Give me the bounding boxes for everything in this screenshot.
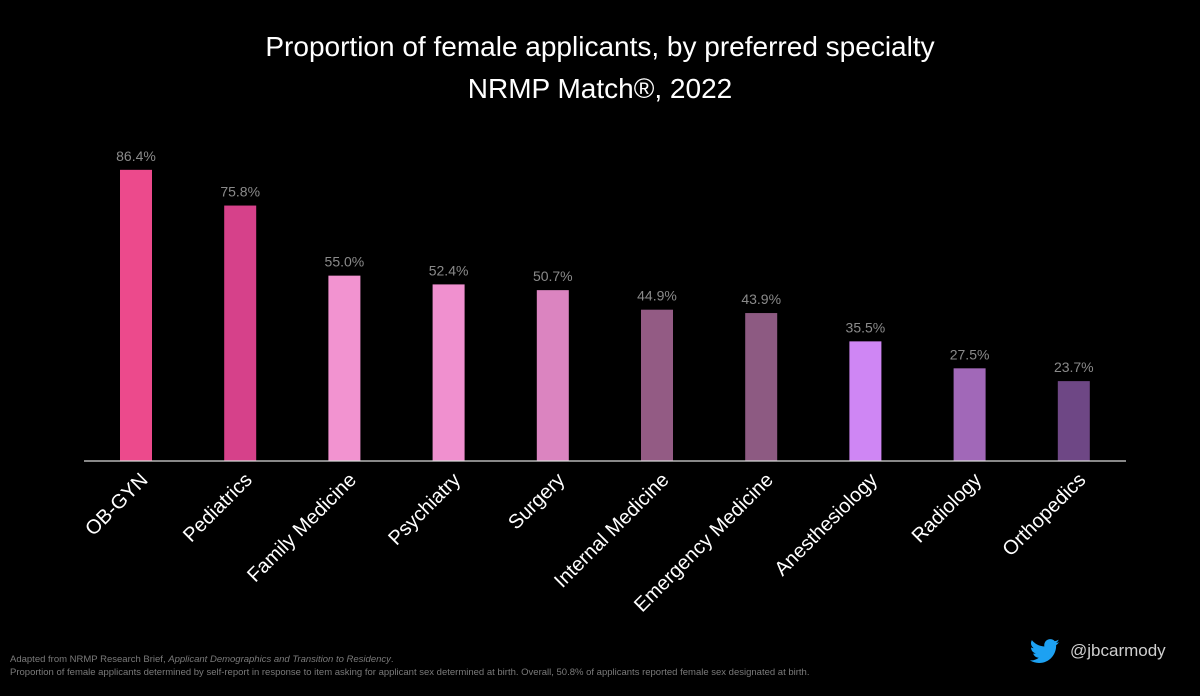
value-labels-group: 86.4% 75.8% 55.0% 52.4% 50.7% 44.9% 43.9% 35.5%… bbox=[116, 148, 1094, 375]
value-label: 52.4% bbox=[429, 262, 469, 278]
x-tick-label: Orthopedics bbox=[999, 469, 1091, 561]
value-label: 50.7% bbox=[533, 268, 573, 284]
bar-psychiatry bbox=[432, 284, 465, 461]
methodology-footnote: Proportion of female applicants determin… bbox=[10, 667, 810, 678]
x-tick-label: Radiology bbox=[908, 469, 986, 547]
value-label: 43.9% bbox=[741, 291, 781, 307]
x-tick-label: Family Medicine bbox=[243, 469, 361, 587]
twitter-attribution: @jbcarmody bbox=[1030, 636, 1166, 666]
x-tick-label: Anesthesiology bbox=[770, 469, 881, 580]
x-tick-label: Internal Medicine bbox=[550, 469, 673, 592]
bars-group bbox=[120, 169, 1090, 461]
value-label: 35.5% bbox=[846, 319, 886, 335]
x-tick-label: OB-GYN bbox=[81, 469, 152, 540]
value-label: 75.8% bbox=[220, 184, 260, 200]
bar-pediatrics bbox=[224, 205, 257, 461]
bar-family-medicine bbox=[328, 275, 361, 461]
bar-radiology bbox=[953, 368, 986, 461]
bar-emergency-medicine bbox=[745, 313, 778, 461]
chart-subtitle: NRMP Match®, 2022 bbox=[468, 73, 732, 104]
bar-internal-medicine bbox=[641, 309, 673, 461]
source-footnote: Adapted from NRMP Research Brief, Applic… bbox=[10, 654, 394, 665]
bar-surgery bbox=[536, 290, 569, 461]
twitter-bird-shape bbox=[1030, 638, 1060, 663]
x-tick-label: Pediatrics bbox=[179, 469, 257, 547]
twitter-bird-icon bbox=[1030, 638, 1060, 663]
x-tick-label: Surgery bbox=[504, 469, 569, 534]
value-label: 44.9% bbox=[637, 288, 677, 304]
chart-title: Proportion of female applicants, by pref… bbox=[265, 31, 934, 62]
x-tick-label: Psychiatry bbox=[384, 469, 465, 550]
footnote-source-title: Applicant Demographics and Transition to… bbox=[168, 654, 391, 665]
footnote-suffix: . bbox=[390, 654, 394, 665]
bar-anesthesiology bbox=[849, 341, 882, 461]
twitter-handle: @jbcarmody bbox=[1070, 641, 1166, 660]
value-label: 27.5% bbox=[950, 346, 990, 362]
footnote-prefix: Adapted from NRMP Research Brief, bbox=[10, 654, 169, 665]
value-label: 55.0% bbox=[325, 254, 365, 270]
value-label: 23.7% bbox=[1054, 359, 1094, 375]
bar-orthopedics bbox=[1057, 381, 1090, 461]
bar-ob-gyn bbox=[120, 169, 152, 461]
value-label: 86.4% bbox=[116, 148, 156, 164]
